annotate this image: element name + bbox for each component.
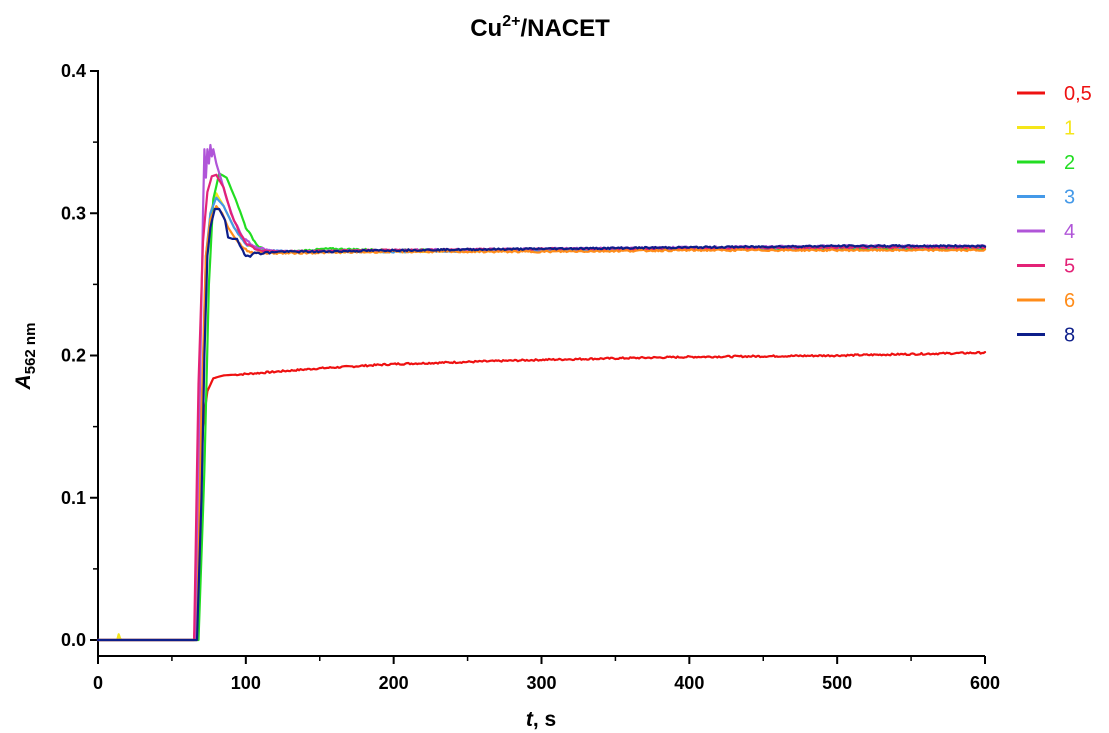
ticks-layer: 0 100 200 300 400 500 600 0.0 0.1 0.2 0.3 0.4 — [61, 61, 1000, 693]
x-axis-title-variable: t — [526, 708, 534, 731]
legend-label: 6 — [1064, 290, 1075, 312]
series-layer — [96, 143, 987, 642]
title-superscript: 2+ — [502, 13, 520, 30]
x-tick-label: 200 — [379, 673, 409, 693]
legend-label: 2 — [1064, 152, 1075, 174]
title-rest: /NACET — [520, 15, 610, 42]
x-axis-title: t, s — [526, 708, 556, 731]
legend-label: 4 — [1064, 221, 1075, 243]
chart-title: Cu2+/NACET — [470, 13, 610, 42]
x-tick-label: 0 — [93, 673, 103, 693]
y-tick-label: 0.0 — [61, 630, 86, 650]
series-line-1 — [96, 192, 987, 642]
y-axis-title-variable: A — [12, 374, 35, 390]
x-tick-label: 100 — [231, 673, 261, 693]
legend: 0,5 1 2 3 4 5 6 8 — [1017, 83, 1092, 347]
y-tick-label: 0.3 — [61, 203, 86, 223]
y-tick-label: 0.1 — [61, 488, 86, 508]
y-axis-title: A562 nm — [12, 323, 39, 391]
x-axis-title-unit: , s — [533, 708, 556, 731]
y-axis-title-subscript: 562 nm — [22, 323, 39, 375]
legend-label: 5 — [1064, 256, 1075, 278]
x-tick-label: 600 — [970, 673, 1000, 693]
series-line-8 — [96, 207, 987, 642]
y-tick-label: 0.4 — [61, 61, 86, 81]
y-tick-label: 0.2 — [61, 346, 86, 366]
series-line-3 — [96, 196, 987, 642]
legend-label: 8 — [1064, 325, 1075, 347]
series-line-0-5 — [96, 350, 987, 642]
series-line-2 — [96, 172, 987, 642]
series-line-6 — [96, 205, 987, 642]
title-main: Cu — [470, 15, 502, 42]
legend-label: 3 — [1064, 187, 1075, 209]
legend-label: 1 — [1064, 118, 1075, 140]
x-tick-label: 300 — [526, 673, 556, 693]
x-tick-label: 400 — [674, 673, 704, 693]
legend-label: 0,5 — [1064, 83, 1092, 105]
x-tick-label: 500 — [822, 673, 852, 693]
